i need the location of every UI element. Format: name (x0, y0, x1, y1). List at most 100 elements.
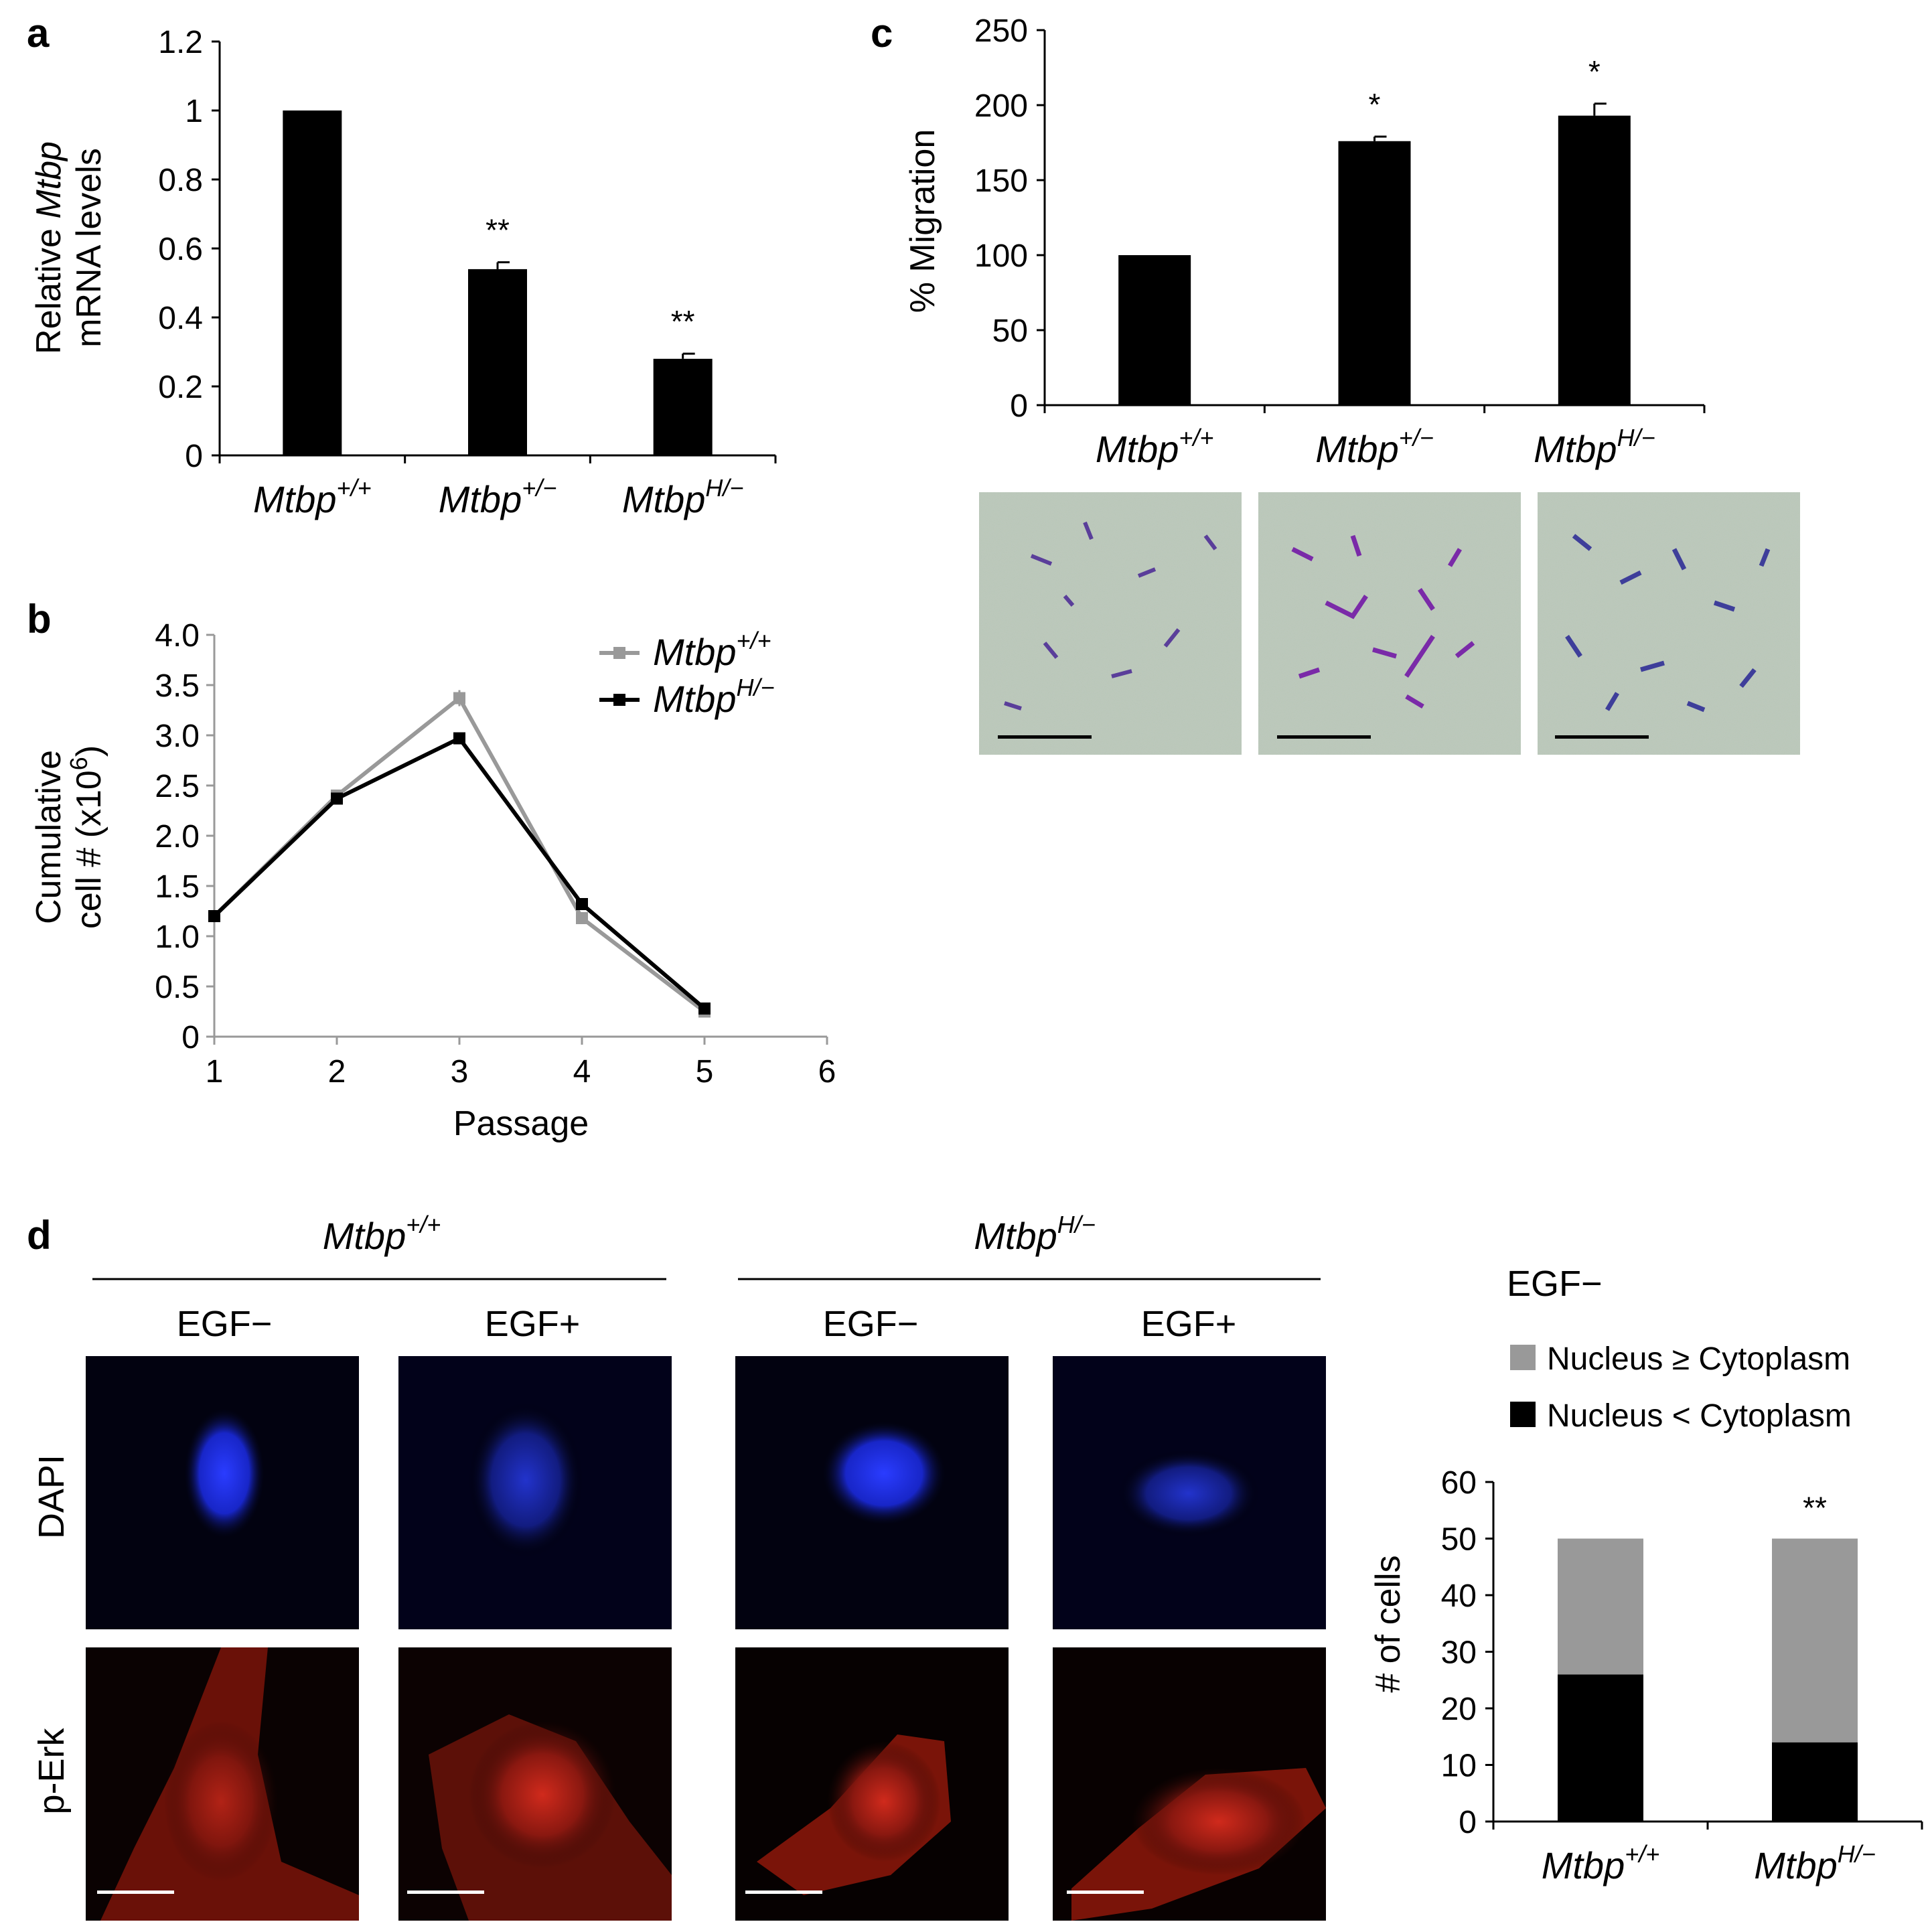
panel-b-ylabel-line2: cell # (x106) (65, 745, 108, 929)
panel-letter-b: b (27, 597, 52, 642)
panel-c-y-tick-label: 200 (974, 88, 1028, 124)
perk-image-4 (1053, 1647, 1326, 1921)
panel-b-y-tick-label: 3.0 (155, 719, 200, 754)
legend-swatch-nucleus-lt-cytoplasm (1510, 1402, 1536, 1427)
panel-a-y-tick-label: 1.2 (158, 25, 203, 60)
panel-b-x-tick-label: 4 (573, 1054, 591, 1090)
panel-d-chart-title: EGF− (1507, 1264, 1603, 1304)
panel-d-col-header-4: EGF+ (1141, 1304, 1237, 1344)
panel-b-y-tick-label: 2.5 (155, 769, 200, 804)
panel-b-y-tick-label: 2.0 (155, 819, 200, 855)
panel-c-y-tick-label: 150 (974, 163, 1028, 199)
panel-b-x-tick-label: 2 (328, 1054, 346, 1090)
panel-b-x-tick-label: 6 (818, 1054, 836, 1090)
panel-d-y-tick-label: 10 (1441, 1749, 1477, 1784)
dapi-image-1 (86, 1356, 359, 1629)
panel-b-y-tick-label: 3.5 (155, 668, 200, 704)
panel-b-y-tick-label: 0 (181, 1020, 200, 1055)
micrograph-hypomorph (1538, 492, 1800, 755)
panel-a-bar (283, 110, 342, 455)
legend-label-nucleus-ge-cytoplasm: Nucleus ≥ Cytoplasm (1547, 1341, 1850, 1377)
panel-c-category-label: MtbpH/− (1534, 424, 1655, 470)
panel-d-col-header-2: EGF+ (485, 1304, 581, 1344)
panel-c-significance: * (1369, 87, 1381, 122)
panel-c-category-label: Mtbp+/− (1315, 424, 1434, 470)
panel-b-legend-label: MtbpH/− (653, 674, 775, 720)
panel-a-ylabel-line1: Relative Mtbp (29, 141, 68, 354)
panel-b-y-tick-label: 0.5 (155, 970, 200, 1005)
panel-a-y-tick-label: 1 (185, 94, 203, 129)
panel-d-y-tick-label: 50 (1441, 1522, 1477, 1558)
panel-b-x-tick-label: 1 (206, 1054, 224, 1090)
panel-a-ylabel-line2: mRNA levels (70, 148, 108, 348)
perk-image-2 (398, 1647, 672, 1921)
dapi-image-3 (735, 1356, 1009, 1629)
dapi-image-4 (1053, 1356, 1326, 1629)
legend-swatch-nucleus-ge-cytoplasm (1510, 1345, 1536, 1370)
panel-d-y-tick-label: 20 (1441, 1692, 1477, 1727)
panel-letter-a: a (27, 11, 50, 56)
panel-d-bar-segment (1772, 1538, 1858, 1742)
panel-d-micrographs: Mtbp+/+ MtbpH/− EGF− EGF+ EGF− EGF+ DAPI… (31, 1211, 1326, 1921)
panel-d-significance: ** (1803, 1491, 1827, 1526)
panel-d-y-tick-label: 40 (1441, 1578, 1477, 1614)
perk-image-3 (735, 1647, 1009, 1921)
panel-d-y-tick-label: 60 (1441, 1465, 1477, 1501)
panel-b-ylabel-line1: Cumulative (29, 750, 68, 924)
panel-b-legend-label: Mtbp+/+ (653, 627, 771, 673)
panel-a-bar (653, 358, 713, 455)
panel-a-y-tick-label: 0.2 (158, 370, 203, 405)
perk-image-1 (86, 1647, 359, 1921)
panel-a-y-tick-label: 0.6 (158, 232, 203, 267)
panel-c-bar (1118, 255, 1191, 405)
panel-b-x-tick-label: 5 (696, 1054, 714, 1090)
panel-d-col-header-1: EGF− (177, 1304, 273, 1344)
panel-b-y-tick-label: 1.0 (155, 919, 200, 955)
panel-c-y-tick-label: 0 (1010, 388, 1028, 424)
panel-d-bar-segment (1558, 1538, 1643, 1675)
panel-b-point (453, 692, 465, 705)
panel-c-y-tick-label: 250 (974, 13, 1028, 49)
micrograph-heterozygous (1258, 492, 1521, 755)
panel-b-point (331, 792, 343, 805)
panel-a-significance: ** (486, 213, 510, 248)
panel-c-bar (1338, 141, 1411, 405)
panel-c-y-tick-label: 100 (974, 238, 1028, 274)
panel-a-y-tick-label: 0 (185, 439, 203, 474)
panel-b-xlabel: Passage (453, 1104, 589, 1143)
panel-b-point (453, 732, 465, 745)
panel-d-y-tick-label: 0 (1459, 1805, 1477, 1840)
panel-d-category-label: MtbpH/− (1754, 1840, 1876, 1886)
panel-a-bar-chart: Relative Mtbp mRNA levels (29, 141, 108, 354)
panel-b-point (208, 910, 220, 922)
panel-b-legend-marker (613, 647, 625, 659)
panel-letter-d: d (27, 1213, 52, 1258)
panel-b-line-chart: Cumulative cell # (x106) Passage (29, 745, 589, 1143)
panel-d-row-label-perk: p-Erk (31, 1727, 72, 1814)
panel-d-y-tick-label: 30 (1441, 1635, 1477, 1671)
panel-d-ylabel: # of cells (1369, 1555, 1408, 1692)
panel-letter-c: c (871, 11, 893, 56)
panel-a-category-label: MtbpH/− (622, 474, 744, 520)
panel-a-bar (468, 269, 527, 455)
panel-a-category-label: Mtbp+/− (439, 474, 557, 520)
legend-label-nucleus-lt-cytoplasm: Nucleus < Cytoplasm (1547, 1398, 1852, 1434)
panel-d-stacked-bar-chart: EGF− Nucleus ≥ Cytoplasm Nucleus < Cytop… (1369, 1264, 1852, 1693)
panel-b-point (576, 912, 588, 924)
panel-d-category-label: Mtbp+/+ (1542, 1840, 1660, 1886)
panel-b-point (698, 1003, 711, 1015)
panel-d-group-header-wildtype: Mtbp+/+ (323, 1211, 441, 1257)
panel-b-legend-marker (613, 694, 625, 706)
panel-c-significance: * (1588, 54, 1601, 89)
panel-b-series-line (212, 735, 706, 1011)
panel-d-row-label-dapi: DAPI (31, 1455, 72, 1539)
panel-a-category-label: Mtbp+/+ (253, 474, 372, 520)
panel-d-col-header-3: EGF− (823, 1304, 919, 1344)
panel-b-y-tick-label: 1.5 (155, 869, 200, 905)
panel-a-significance: ** (671, 304, 695, 339)
panel-c-y-tick-label: 50 (992, 313, 1028, 349)
panel-b-y-tick-label: 4.0 (155, 618, 200, 654)
panel-d-group-header-hypomorph: MtbpH/− (974, 1211, 1096, 1257)
panel-b-x-tick-label: 3 (451, 1054, 469, 1090)
